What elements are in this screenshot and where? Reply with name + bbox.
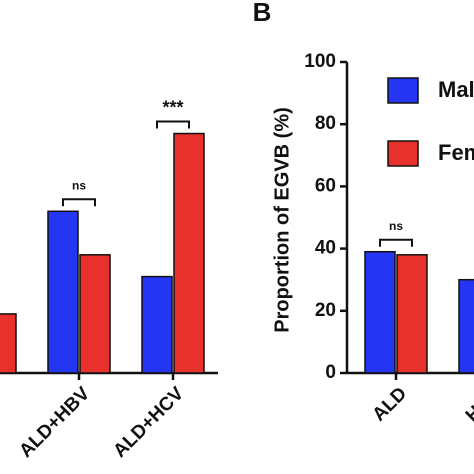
x-tick-label: HBV <box>462 383 474 426</box>
legend-label: Male <box>438 77 474 102</box>
y-tick-label: 20 <box>315 300 336 321</box>
y-axis-title: Proportion of EGVB (%) <box>271 107 293 333</box>
significance-label: *** <box>162 97 183 117</box>
significance-bracket <box>379 238 413 247</box>
significance-label: ns <box>389 219 403 233</box>
significance-label: ns <box>72 178 86 192</box>
panel-label: B <box>253 0 272 27</box>
x-tick-label: ALD+HCV <box>109 383 188 462</box>
legend-label: Female <box>438 140 474 165</box>
bar <box>141 275 173 374</box>
legend-swatch <box>387 140 419 167</box>
bar <box>0 313 17 374</box>
significance-bracket <box>156 120 190 129</box>
bar <box>47 210 79 374</box>
bar <box>79 254 111 374</box>
y-tick-label: 100 <box>304 51 336 72</box>
bar <box>364 250 396 374</box>
y-tick-label: 0 <box>325 362 336 383</box>
x-tick-label: ALD <box>369 383 411 425</box>
x-tick-label: ALD+HBV <box>15 383 94 462</box>
y-tick-label: 80 <box>315 113 336 134</box>
bar <box>173 132 205 374</box>
bar <box>396 254 428 374</box>
y-tick-label: 60 <box>315 175 336 196</box>
y-tick-label: 40 <box>315 238 336 259</box>
legend-swatch <box>387 77 419 104</box>
significance-bracket <box>62 198 96 207</box>
bar <box>458 278 474 374</box>
